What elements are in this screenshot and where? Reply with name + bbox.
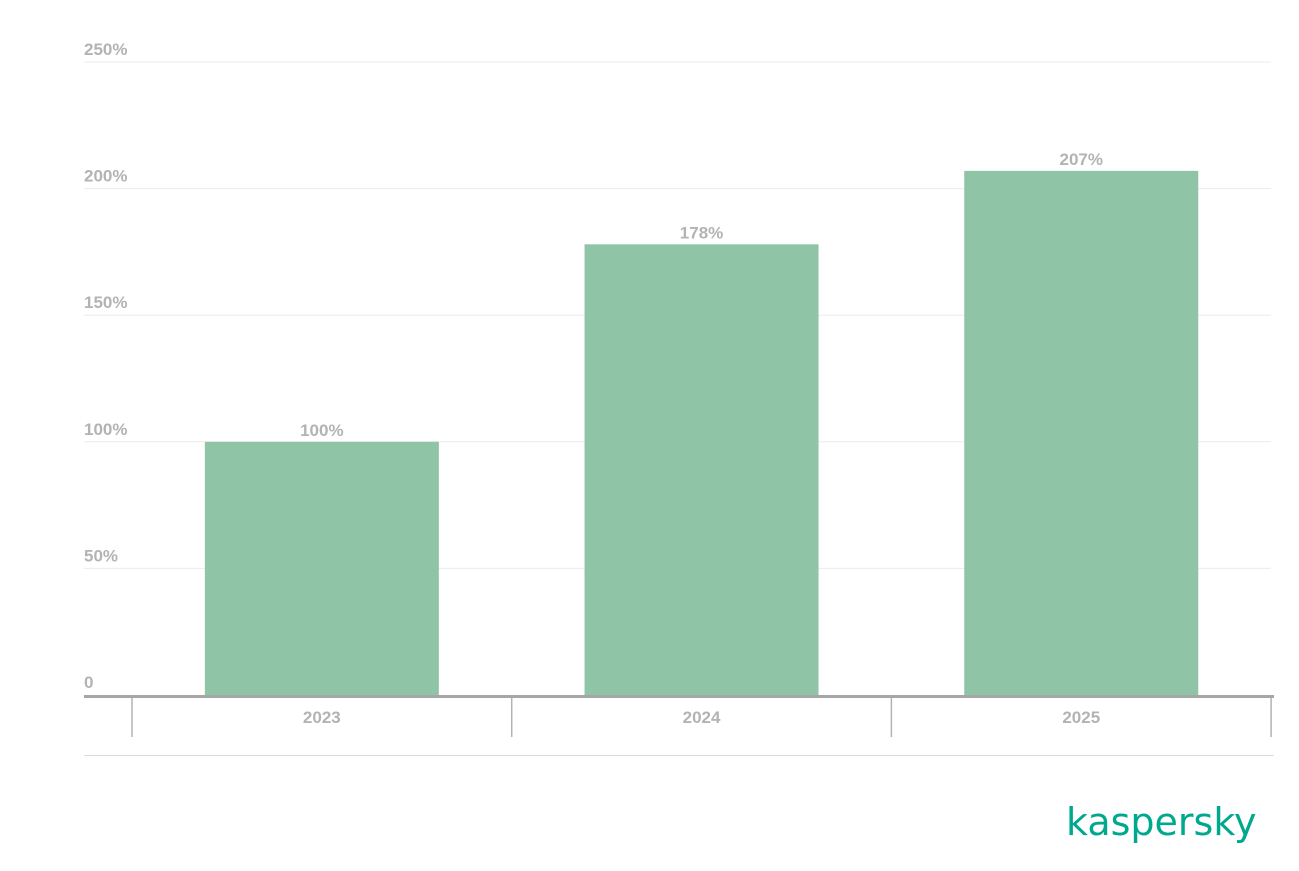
data-label: 178% (680, 223, 723, 242)
kaspersky-logo: kaspersky (1066, 800, 1257, 844)
data-label: 207% (1060, 150, 1103, 169)
bar (204, 441, 439, 695)
y-tick-label: 50% (84, 546, 118, 565)
x-tick-label: 2024 (683, 708, 721, 727)
y-tick-label: 100% (84, 420, 127, 439)
y-tick-label: 200% (84, 167, 127, 186)
data-label: 100% (300, 421, 343, 440)
bar (964, 170, 1199, 696)
y-tick-label: 0 (84, 673, 93, 692)
y-tick-label: 150% (84, 293, 127, 312)
y-tick-label: 250% (84, 40, 127, 59)
x-tick-label: 2025 (1062, 708, 1100, 727)
bar (584, 244, 819, 695)
x-tick-label: 2023 (303, 708, 341, 727)
